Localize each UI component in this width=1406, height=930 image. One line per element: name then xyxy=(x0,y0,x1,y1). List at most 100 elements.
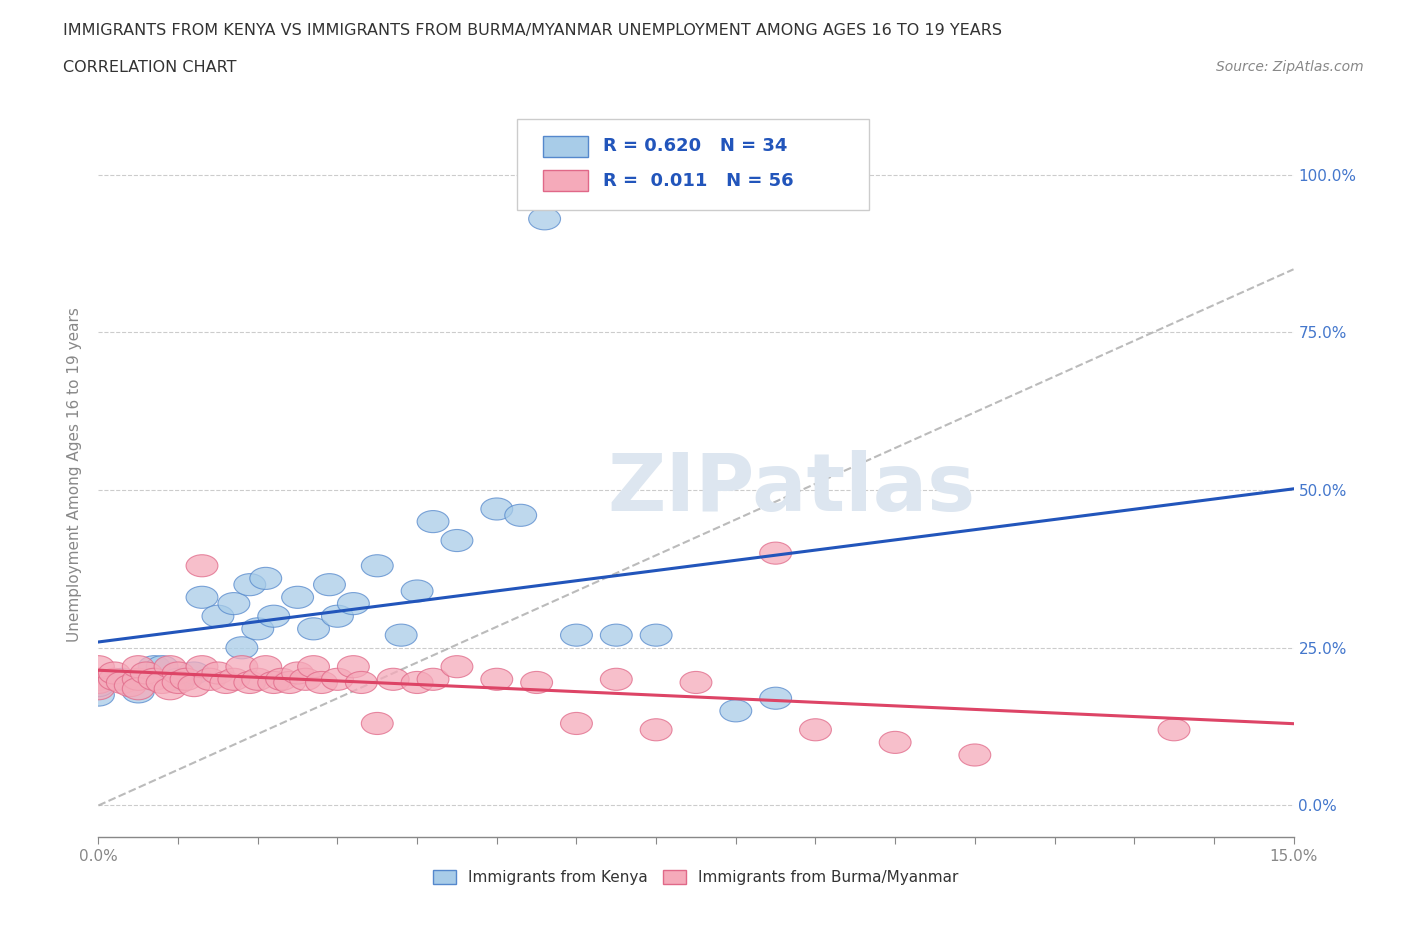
Ellipse shape xyxy=(418,511,449,533)
Ellipse shape xyxy=(83,684,114,706)
Ellipse shape xyxy=(170,669,202,690)
Ellipse shape xyxy=(337,656,370,678)
Text: CORRELATION CHART: CORRELATION CHART xyxy=(63,60,236,75)
Ellipse shape xyxy=(281,662,314,684)
Ellipse shape xyxy=(107,671,138,694)
Ellipse shape xyxy=(298,656,329,678)
Ellipse shape xyxy=(250,567,281,590)
Y-axis label: Unemployment Among Ages 16 to 19 years: Unemployment Among Ages 16 to 19 years xyxy=(67,307,83,642)
Ellipse shape xyxy=(209,671,242,694)
Ellipse shape xyxy=(218,669,250,690)
Ellipse shape xyxy=(561,712,592,735)
Ellipse shape xyxy=(186,554,218,577)
Ellipse shape xyxy=(640,624,672,646)
Ellipse shape xyxy=(561,624,592,646)
Ellipse shape xyxy=(83,671,114,694)
Ellipse shape xyxy=(186,656,218,678)
Ellipse shape xyxy=(377,669,409,690)
Ellipse shape xyxy=(242,618,274,640)
Text: R = 0.620   N = 34: R = 0.620 N = 34 xyxy=(603,138,787,155)
Ellipse shape xyxy=(529,207,561,230)
Ellipse shape xyxy=(305,671,337,694)
Ellipse shape xyxy=(600,669,633,690)
Ellipse shape xyxy=(361,712,394,735)
Ellipse shape xyxy=(298,618,329,640)
Ellipse shape xyxy=(98,662,131,684)
Ellipse shape xyxy=(155,678,186,699)
Ellipse shape xyxy=(401,671,433,694)
Text: R =  0.011   N = 56: R = 0.011 N = 56 xyxy=(603,171,793,190)
Ellipse shape xyxy=(107,669,138,690)
Ellipse shape xyxy=(600,624,633,646)
Ellipse shape xyxy=(114,674,146,697)
Ellipse shape xyxy=(441,529,472,551)
Ellipse shape xyxy=(138,656,170,678)
Ellipse shape xyxy=(122,656,155,678)
Ellipse shape xyxy=(218,592,250,615)
Ellipse shape xyxy=(520,671,553,694)
FancyBboxPatch shape xyxy=(543,169,589,192)
Ellipse shape xyxy=(83,674,114,697)
Ellipse shape xyxy=(242,669,274,690)
Ellipse shape xyxy=(257,671,290,694)
Ellipse shape xyxy=(122,678,155,699)
Ellipse shape xyxy=(194,669,226,690)
Ellipse shape xyxy=(162,671,194,694)
Ellipse shape xyxy=(186,586,218,608)
Ellipse shape xyxy=(122,669,155,690)
Ellipse shape xyxy=(322,669,353,690)
Ellipse shape xyxy=(162,669,194,690)
Ellipse shape xyxy=(361,554,394,577)
Ellipse shape xyxy=(800,719,831,741)
Ellipse shape xyxy=(281,586,314,608)
Ellipse shape xyxy=(640,719,672,741)
Ellipse shape xyxy=(83,656,114,678)
Ellipse shape xyxy=(401,580,433,602)
Ellipse shape xyxy=(233,671,266,694)
Ellipse shape xyxy=(346,671,377,694)
Ellipse shape xyxy=(879,731,911,753)
FancyBboxPatch shape xyxy=(543,136,589,157)
Ellipse shape xyxy=(418,669,449,690)
Ellipse shape xyxy=(481,498,513,520)
Ellipse shape xyxy=(179,674,209,697)
Ellipse shape xyxy=(720,699,752,722)
Ellipse shape xyxy=(481,669,513,690)
Ellipse shape xyxy=(759,542,792,565)
Legend: Immigrants from Kenya, Immigrants from Burma/Myanmar: Immigrants from Kenya, Immigrants from B… xyxy=(427,864,965,891)
Ellipse shape xyxy=(98,669,131,690)
Ellipse shape xyxy=(179,662,209,684)
Ellipse shape xyxy=(505,504,537,526)
Ellipse shape xyxy=(131,662,162,684)
Ellipse shape xyxy=(759,687,792,710)
Ellipse shape xyxy=(385,624,418,646)
Text: IMMIGRANTS FROM KENYA VS IMMIGRANTS FROM BURMA/MYANMAR UNEMPLOYMENT AMONG AGES 1: IMMIGRANTS FROM KENYA VS IMMIGRANTS FROM… xyxy=(63,23,1002,38)
Ellipse shape xyxy=(226,637,257,658)
Ellipse shape xyxy=(314,574,346,596)
Ellipse shape xyxy=(146,656,179,678)
FancyBboxPatch shape xyxy=(517,119,869,209)
Ellipse shape xyxy=(681,671,711,694)
Ellipse shape xyxy=(226,656,257,678)
Ellipse shape xyxy=(233,574,266,596)
Ellipse shape xyxy=(146,671,179,694)
Ellipse shape xyxy=(266,669,298,690)
Ellipse shape xyxy=(155,656,186,678)
Ellipse shape xyxy=(290,669,322,690)
Ellipse shape xyxy=(274,671,305,694)
Ellipse shape xyxy=(959,744,991,766)
Ellipse shape xyxy=(122,681,155,703)
Ellipse shape xyxy=(202,605,233,627)
Ellipse shape xyxy=(1159,719,1189,741)
Ellipse shape xyxy=(257,605,290,627)
Text: Source: ZipAtlas.com: Source: ZipAtlas.com xyxy=(1216,60,1364,74)
Ellipse shape xyxy=(322,605,353,627)
Ellipse shape xyxy=(83,678,114,699)
Ellipse shape xyxy=(138,669,170,690)
Ellipse shape xyxy=(441,656,472,678)
Text: ZIPatlas: ZIPatlas xyxy=(607,450,976,528)
Ellipse shape xyxy=(83,669,114,690)
Ellipse shape xyxy=(250,656,281,678)
Ellipse shape xyxy=(202,662,233,684)
Ellipse shape xyxy=(162,662,194,684)
